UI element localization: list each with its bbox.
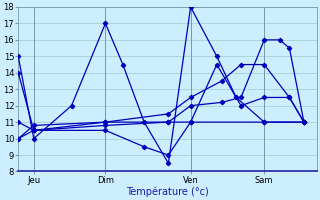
X-axis label: Température (°c): Température (°c) <box>126 186 209 197</box>
